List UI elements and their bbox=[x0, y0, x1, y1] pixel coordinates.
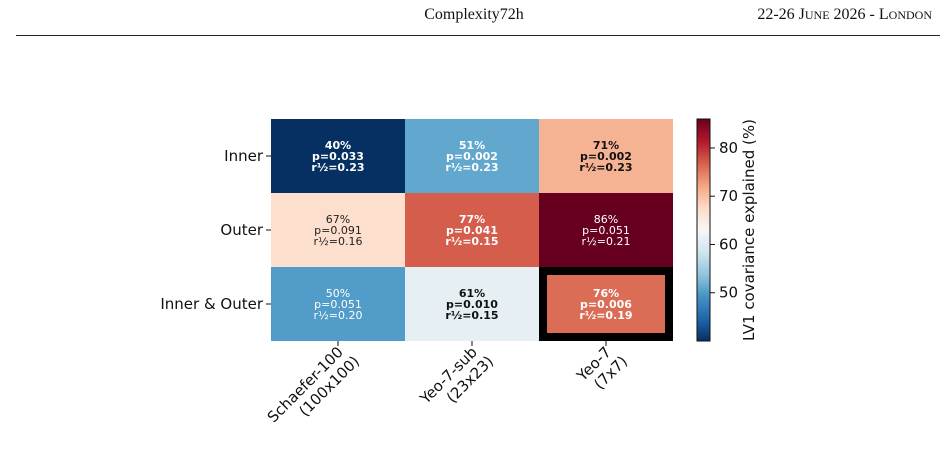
cell-label-r: r½=0.23 bbox=[579, 161, 632, 174]
cell-label-r: r½=0.19 bbox=[579, 309, 632, 322]
cell-label-r: r½=0.15 bbox=[445, 235, 498, 248]
cell-label-pct: 71% bbox=[593, 139, 619, 152]
cell-label-r: r½=0.23 bbox=[445, 161, 498, 174]
running-head: Complexity72h 22-26 JUNE 2026 - LONDON bbox=[0, 0, 948, 40]
colorbar-tick-label: 70 bbox=[719, 187, 738, 205]
colorbar-tick-label: 60 bbox=[719, 235, 738, 253]
heatmap-cell bbox=[271, 193, 405, 267]
colorbar-tick-label: 80 bbox=[719, 139, 738, 157]
x-tick-label: Schaefer-100(100x100) bbox=[264, 343, 363, 426]
cell-label-r: r½=0.15 bbox=[445, 309, 498, 322]
colorbar bbox=[696, 118, 711, 342]
cell-label-pct: 50% bbox=[326, 287, 350, 300]
highlight-box bbox=[539, 267, 673, 341]
cell-label-pct: 77% bbox=[459, 213, 485, 226]
cell-label-r: r½=0.20 bbox=[314, 309, 363, 322]
cell-label-p: p=0.041 bbox=[446, 224, 498, 237]
cell-label-pct: 40% bbox=[325, 139, 351, 152]
cell-label-r: r½=0.23 bbox=[311, 161, 364, 174]
cell-label-pct: 67% bbox=[326, 213, 350, 226]
y-tick-label: Inner bbox=[224, 147, 264, 165]
venue-dates: 22-26 JUNE 2026 - LONDON bbox=[757, 6, 932, 23]
y-tick-label: Outer bbox=[220, 221, 263, 239]
header-rule bbox=[16, 35, 940, 36]
heatmap-cell bbox=[271, 267, 405, 341]
cell-label-p: p=0.051 bbox=[314, 298, 362, 311]
x-tick-label: Yeo-7-sub(23x23) bbox=[416, 343, 497, 408]
colorbar-label: LV1 covariance explained (%) bbox=[740, 119, 758, 341]
venue-title: Complexity72h bbox=[424, 6, 524, 23]
cell-label-p: p=0.033 bbox=[312, 150, 364, 163]
heatmap-cell bbox=[405, 267, 539, 341]
cell-label-r: r½=0.16 bbox=[314, 235, 363, 248]
x-tick-label: Yeo-7(7x7) bbox=[573, 343, 632, 393]
cell-label-pct: 61% bbox=[459, 287, 485, 300]
cell-label-r: r½=0.21 bbox=[582, 235, 631, 248]
y-tick-label: Inner & Outer bbox=[160, 295, 263, 313]
heatmap-cell bbox=[405, 119, 539, 193]
cell-label-p: p=0.002 bbox=[446, 150, 498, 163]
heatmap-cell bbox=[271, 119, 405, 193]
cell-label-pct: 86% bbox=[594, 213, 618, 226]
cell-label-p: p=0.051 bbox=[582, 224, 630, 237]
cell-label-p: p=0.010 bbox=[446, 298, 498, 311]
heatmap-cell bbox=[405, 193, 539, 267]
cell-label-pct: 76% bbox=[593, 287, 619, 300]
heatmap-cell bbox=[539, 193, 673, 267]
colorbar-tick-label: 50 bbox=[719, 284, 738, 302]
heatmap-cell bbox=[539, 119, 673, 193]
cell-label-pct: 51% bbox=[459, 139, 485, 152]
cell-label-p: p=0.006 bbox=[580, 298, 632, 311]
cell-label-p: p=0.002 bbox=[580, 150, 632, 163]
heatmap-cell bbox=[539, 267, 673, 341]
cell-label-p: p=0.091 bbox=[314, 224, 362, 237]
